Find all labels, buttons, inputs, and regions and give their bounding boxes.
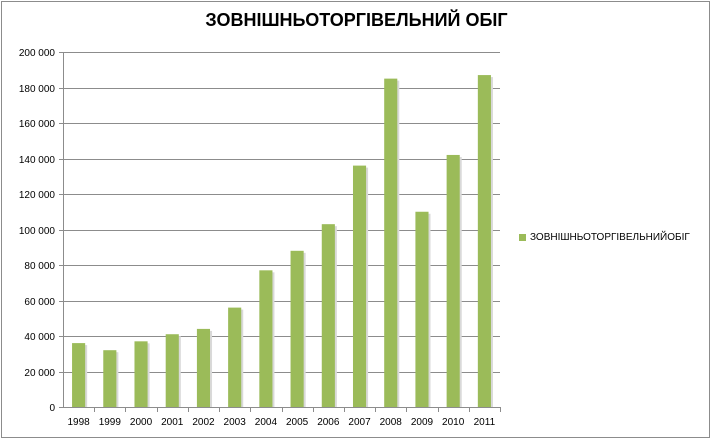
- x-tick-label: 1998: [67, 417, 90, 428]
- y-tick-label: 160 000: [19, 119, 56, 130]
- x-tick-label: 2010: [442, 417, 465, 428]
- bar: [103, 350, 117, 407]
- x-tick-label: 2005: [286, 417, 309, 428]
- x-tick-label: 2011: [474, 417, 496, 428]
- bar: [196, 328, 211, 407]
- legend-label: ЗОВНІШНЬОТОРГІВЕЛЬНИЙОБІГ: [530, 231, 690, 243]
- x-tick-label: 2004: [255, 417, 278, 428]
- legend: ЗОВНІШНЬОТОРГІВЕЛЬНИЙОБІГ: [519, 230, 690, 244]
- y-tick-label: 0: [49, 403, 55, 414]
- y-tick-label: 60 000: [24, 297, 55, 308]
- chart-title: ЗОВНІШНЬОТОРГІВЕЛЬНИЙ ОБІГ: [205, 10, 508, 30]
- bar: [352, 165, 367, 407]
- x-tick-label: 2006: [317, 417, 340, 428]
- x-tick-label: 1999: [99, 417, 122, 428]
- x-tick-label: 2007: [348, 417, 371, 428]
- bar: [134, 341, 148, 407]
- y-tick-label: 40 000: [24, 332, 55, 343]
- bar: [446, 154, 460, 407]
- x-tick-label: 2008: [380, 417, 403, 428]
- bar: [259, 270, 273, 407]
- y-tick-label: 180 000: [19, 84, 56, 95]
- x-tick-label: 2003: [224, 417, 247, 428]
- y-tick-label: 80 000: [24, 261, 55, 272]
- y-tick-label: 20 000: [24, 368, 55, 379]
- y-tick-label: 120 000: [19, 190, 56, 201]
- legend-swatch: [519, 233, 526, 241]
- y-tick-label: 140 000: [19, 155, 56, 166]
- bar: [72, 343, 86, 407]
- y-tick-label: 200 000: [19, 48, 56, 59]
- x-tick-label: 2009: [411, 417, 434, 428]
- x-tick-label: 2000: [130, 417, 153, 428]
- x-tick-label: 2002: [192, 417, 215, 428]
- x-tick-label: 2001: [161, 417, 184, 428]
- y-tick-label: 100 000: [19, 226, 56, 237]
- bar: [415, 211, 429, 407]
- bar: [165, 334, 179, 407]
- bar: [321, 224, 335, 407]
- bar: [228, 307, 242, 407]
- bar: [477, 75, 491, 407]
- bar: [384, 78, 398, 407]
- bar: [290, 250, 304, 407]
